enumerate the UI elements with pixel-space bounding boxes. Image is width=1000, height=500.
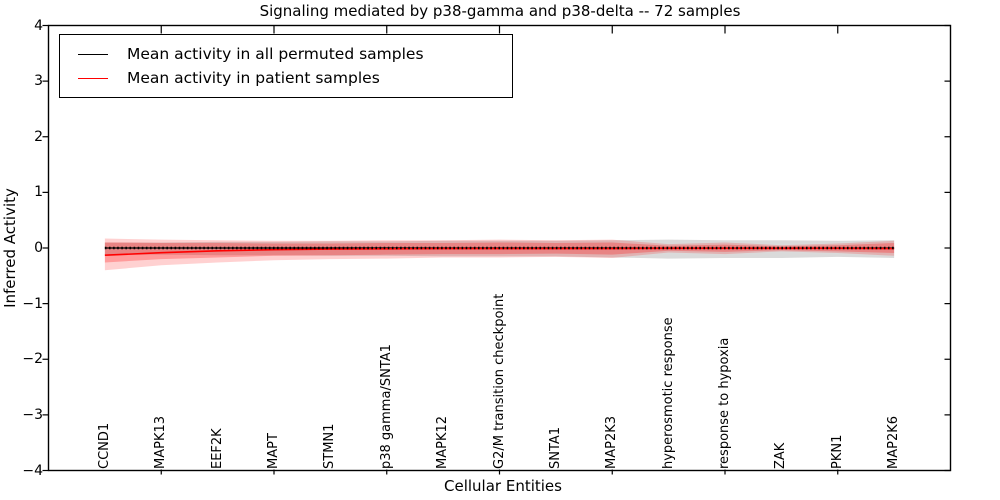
y-tick-label: 2	[34, 128, 43, 145]
legend-item-permuted: Mean activity in all permuted samples	[60, 44, 512, 63]
legend-label-permuted: Mean activity in all permuted samples	[127, 44, 424, 63]
x-tick-label: hyperosmotic response	[660, 317, 676, 469]
x-tick-label: STMN1	[322, 423, 338, 469]
y-tick-label: −4	[22, 462, 43, 479]
x-tick-label: MAPK12	[435, 415, 451, 469]
y-tick-label: 0	[34, 240, 43, 256]
legend-label-patient: Mean activity in patient samples	[127, 68, 380, 87]
x-tick-label: G2/M transition checkpoint	[491, 293, 507, 469]
x-tick-label: CCND1	[96, 422, 112, 469]
legend-line-patient-swatch	[78, 77, 108, 79]
legend-line-permuted-swatch	[78, 53, 108, 55]
x-tick-label: MAP2K6	[886, 415, 902, 469]
y-tick-label: 3	[34, 73, 43, 90]
y-tick-label: −3	[22, 406, 43, 423]
x-tick-label: MAPK13	[153, 415, 169, 469]
x-tick-label: response to hypoxia	[717, 337, 732, 469]
x-tick-label: PKN1	[829, 434, 845, 469]
chart-title: Signaling mediated by p38-gamma and p38-…	[259, 2, 741, 20]
x-tick-label: MAPT	[266, 433, 281, 469]
y-tick-label: 4	[34, 17, 43, 34]
legend-item-patient: Mean activity in patient samples	[60, 68, 512, 87]
y-tick-label: 1	[34, 184, 43, 201]
legend: Mean activity in all permuted samples Me…	[59, 34, 513, 98]
y-tick-label: −1	[22, 295, 43, 312]
x-tick-label: MAP2K3	[604, 415, 620, 469]
y-tick-label: −2	[22, 351, 43, 368]
x-tick-label: ZAK	[773, 442, 789, 469]
x-tick-label: p38 gamma/SNTA1	[378, 344, 394, 469]
x-axis-label: Cellular Entities	[444, 477, 562, 495]
x-tick-label: EEF2K	[209, 428, 225, 469]
patient-samples-band-outer	[104, 238, 895, 271]
x-tick-label: SNTA1	[547, 426, 563, 469]
